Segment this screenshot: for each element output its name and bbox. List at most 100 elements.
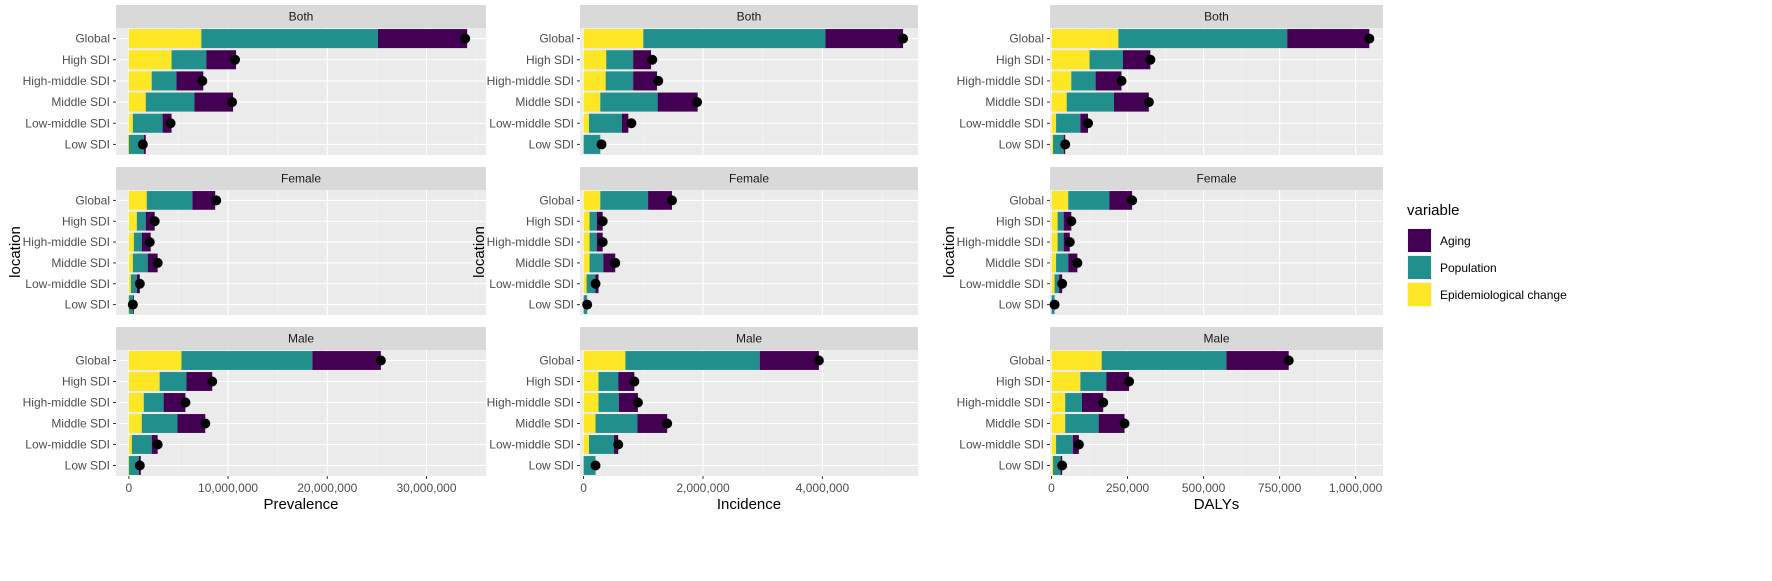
incidence-both-bar-low-middle-sdi-aging [621,113,629,133]
prevalence-male-ytick-label-high-sdi: High SDI [62,375,110,389]
legend-label-population: Population [1440,261,1497,275]
dalys-female-ytick-label-high-sdi: High SDI [996,214,1044,228]
prevalence-female-bar-low-middle-sdi-population [130,274,137,294]
incidence-both-total-point-high-sdi [647,54,658,65]
dalys-female-total-point-high-middle-sdi [1064,237,1075,248]
dalys-x-axis-title: DALYs [1194,496,1240,513]
incidence-female-total-point-high-middle-sdi [597,237,608,248]
dalys-male-bar-high-sdi-epidemiological-change [1051,372,1081,391]
incidence-female-total-point-high-sdi [597,216,608,227]
incidence-male-bar-high-sdi-aging [618,372,635,391]
dalys-female-bar-high-sdi-population [1057,211,1064,231]
dalys-xtick-label: 500,000 [1182,481,1226,495]
dalys-xtick-label: 0 [1048,481,1055,495]
dalys-male-bar-middle-sdi-aging [1098,414,1125,433]
incidence-female-bar-middle-sdi-aging [603,253,616,273]
incidence-male-bar-middle-sdi-population [595,414,638,433]
dalys-male-bar-low-middle-sdi-population [1056,435,1073,454]
prevalence-male-bar-low-middle-sdi-epidemiological-change [128,435,132,454]
incidence-male-strip-label: Male [736,332,762,346]
prevalence-female-ytick-label-middle-sdi: Middle SDI [51,256,110,270]
incidence-female-total-point-global [666,195,677,206]
incidence-xtick-label: 4,000,000 [796,481,850,495]
prevalence-male-bar-high-middle-sdi-population [143,393,164,412]
dalys-both-strip [1050,5,1383,28]
prevalence-both-bar-global-epidemiological-change [128,29,202,49]
dalys-male-bar-global-aging [1226,351,1289,370]
dalys-both-bar-high-sdi-population [1089,50,1123,70]
incidence-female-bar-middle-sdi-epidemiological-change [583,253,590,273]
dalys-xtick-label: 250,000 [1106,481,1150,495]
dalys-female-ytick-label-low-middle-sdi: Low-middle SDI [959,277,1044,291]
incidence-both-total-point-low-middle-sdi [626,118,637,129]
prevalence-both-bar-high-sdi-aging [206,50,237,70]
incidence-male-bar-middle-sdi-aging [637,414,668,433]
prevalence-female-bar-global-population [146,191,193,210]
dalys-male-bar-high-middle-sdi-aging [1081,393,1104,412]
prevalence-female-bar-global-epidemiological-change [128,191,147,210]
incidence-male-bar-middle-sdi-epidemiological-change [583,414,596,433]
incidence-male-ytick-label-high-sdi: High SDI [526,375,574,389]
dalys-both-total-point-high-middle-sdi [1116,75,1127,86]
prevalence-male-total-point-low-sdi [134,460,145,471]
prevalence-male-strip [116,327,486,350]
prevalence-x-axis-title: Prevalence [263,496,338,513]
prevalence-both-ytick-label-low-sdi: Low SDI [65,137,110,151]
dalys-female-bar-low-middle-sdi-epidemiological-change [1051,274,1055,294]
incidence-male-bar-low-sdi-population [583,456,596,475]
prevalence-both-bar-low-middle-sdi-population [132,113,163,133]
prevalence-male-panel-bg [116,350,486,476]
dalys-xtick-label: 1,000,000 [1329,481,1383,495]
prevalence-xtick-label: 10,000,000 [198,481,258,495]
dalys-both-panel-bg [1050,28,1383,155]
incidence-both-bar-high-middle-sdi-population [605,71,634,91]
prevalence-female-total-point-low-middle-sdi [134,278,145,289]
incidence-female-strip-label: Female [729,172,769,186]
incidence-both-total-point-middle-sdi [692,97,703,108]
dalys-both-total-point-low-sdi [1060,139,1071,150]
dalys-male-ytick-label-middle-sdi: Middle SDI [985,417,1044,431]
prevalence-male-bar-high-middle-sdi-aging [163,393,186,412]
prevalence-both-bar-middle-sdi-aging [194,92,234,112]
dalys-female-total-point-middle-sdi [1072,257,1083,268]
dalys-both-bar-high-middle-sdi-aging [1095,71,1122,91]
prevalence-male-bar-high-sdi-aging [186,372,213,391]
dalys-both-bar-global-aging [1287,29,1370,49]
prevalence-both-bar-high-middle-sdi-epidemiological-change [128,71,152,91]
prevalence-both-bar-low-middle-sdi-epidemiological-change [128,113,133,133]
prevalence-male-ytick-label-middle-sdi: Middle SDI [51,417,110,431]
prevalence-both-total-point-low-sdi [137,139,148,150]
prevalence-male-total-point-low-middle-sdi [152,439,163,450]
dalys-female-ytick-label-low-sdi: Low SDI [999,298,1044,312]
incidence-both-ytick-label-global: Global [539,32,574,46]
incidence-female-bar-high-sdi-epidemiological-change [583,211,590,231]
dalys-female-bar-high-sdi-epidemiological-change [1051,211,1058,231]
incidence-male-total-point-middle-sdi [662,418,673,429]
incidence-both-bar-high-middle-sdi-epidemiological-change [583,71,606,91]
dalys-both-bar-high-sdi-epidemiological-change [1051,50,1090,70]
incidence-both-bar-high-sdi-epidemiological-change [583,50,607,70]
dalys-female-bar-middle-sdi-population [1056,253,1069,273]
incidence-male-bar-high-sdi-epidemiological-change [583,372,599,391]
dalys-male-ytick-label-global: Global [1009,354,1044,368]
dalys-both-ytick-label-low-middle-sdi: Low-middle SDI [959,116,1044,130]
incidence-male-total-point-low-sdi [590,460,601,471]
dalys-both-bar-middle-sdi-epidemiological-change [1051,92,1067,112]
prevalence-male-ytick-label-low-middle-sdi: Low-middle SDI [25,438,110,452]
dalys-both-bar-middle-sdi-population [1066,92,1114,112]
incidence-both-ytick-label-high-middle-sdi: High-middle SDI [487,74,574,88]
dalys-y-axis-title: location [941,226,958,278]
prevalence-both-total-point-global [460,33,471,44]
incidence-female-total-point-low-middle-sdi [590,278,601,289]
incidence-male-ytick-label-low-sdi: Low SDI [529,459,574,473]
dalys-female-bar-low-middle-sdi-population [1054,274,1060,294]
incidence-both-bar-global-population [643,29,826,49]
prevalence-female-strip [116,167,486,190]
legend-key-aging [1408,229,1431,252]
dalys-male-ytick-label-high-middle-sdi: High-middle SDI [957,396,1044,410]
incidence-male-bar-global-aging [759,351,819,370]
legend-key-population [1408,256,1431,279]
dalys-male-bar-global-population [1101,351,1227,370]
incidence-male-bar-high-middle-sdi-epidemiological-change [583,393,599,412]
prevalence-male-bar-middle-sdi-aging [177,414,206,433]
